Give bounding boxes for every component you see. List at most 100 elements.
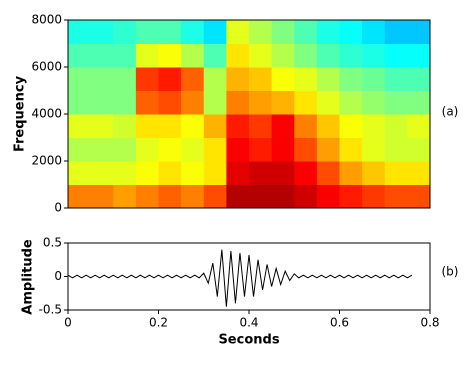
x-tick-label: 0.2 — [149, 316, 168, 330]
heatmap-cell — [203, 67, 227, 91]
heatmap-cell — [249, 20, 273, 44]
y-tick-label: 8000 — [31, 13, 62, 27]
heatmap-cell — [181, 161, 205, 185]
heatmap-cell — [294, 67, 318, 91]
heatmap-cell — [203, 43, 227, 68]
heatmap-cell — [316, 161, 340, 185]
heatmap-cell — [362, 137, 386, 162]
heatmap-cell — [226, 67, 250, 91]
heatmap-cell — [249, 43, 273, 68]
heatmap-cell — [339, 43, 363, 68]
heatmap-cell — [384, 67, 408, 91]
heatmap-cell — [362, 114, 386, 138]
heatmap-cell — [407, 43, 431, 68]
heatmap-cell — [294, 114, 318, 138]
heatmap-cell — [316, 20, 340, 44]
heatmap-cell — [249, 161, 273, 185]
heatmap-cell — [249, 90, 273, 115]
heatmap-cell — [68, 161, 92, 185]
heatmap-cell — [294, 90, 318, 115]
heatmap-cell — [158, 67, 182, 91]
heatmap-cell — [339, 90, 363, 115]
heatmap-cell — [90, 114, 114, 138]
heatmap-cell — [384, 137, 408, 162]
heatmap-cell — [249, 184, 273, 209]
annotation: (a) — [442, 105, 459, 119]
x-axis-label: Seconds — [218, 333, 279, 348]
heatmap-cell — [384, 20, 408, 44]
heatmap-cell — [271, 43, 295, 68]
heatmap-cell — [226, 114, 250, 138]
heatmap-cell — [294, 137, 318, 162]
heatmap-cell — [316, 90, 340, 115]
heatmap-cell — [158, 114, 182, 138]
y-axis-label: Amplitude — [21, 239, 36, 315]
heatmap-cell — [316, 43, 340, 68]
heatmap-cell — [135, 161, 159, 185]
heatmap-cell — [339, 114, 363, 138]
heatmap-cell — [158, 43, 182, 68]
heatmap-cell — [384, 43, 408, 68]
heatmap-cell — [68, 43, 92, 68]
heatmap-cell — [362, 90, 386, 115]
waveform — [67, 249, 413, 307]
heatmap-cell — [271, 67, 295, 91]
heatmap-cell — [271, 161, 295, 185]
heatmap-cell — [384, 184, 408, 209]
heatmap-cell — [68, 90, 92, 115]
heatmap-cell — [181, 137, 205, 162]
heatmap-cell — [158, 90, 182, 115]
heatmap-cell — [113, 20, 137, 44]
heatmap-cell — [90, 137, 114, 162]
heatmap-cell — [90, 43, 114, 68]
heatmap-cell — [339, 137, 363, 162]
heatmap-cell — [203, 161, 227, 185]
heatmap-cell — [407, 20, 431, 44]
heatmap-cell — [113, 114, 137, 138]
heatmap-cell — [181, 114, 205, 138]
x-tick-label: 0.6 — [330, 316, 349, 330]
heatmap-cell — [294, 43, 318, 68]
heatmap-cell — [113, 161, 137, 185]
heatmap-cell — [249, 114, 273, 138]
heatmap-cell — [249, 67, 273, 91]
heatmap-cell — [113, 137, 137, 162]
plot-frame — [67, 242, 431, 311]
heatmap-cell — [203, 114, 227, 138]
heatmap-cell — [407, 184, 431, 209]
heatmap-cell — [294, 20, 318, 44]
heatmap-cell — [316, 67, 340, 91]
heatmap-cell — [271, 184, 295, 209]
heatmap-cell — [316, 184, 340, 209]
heatmap-cell — [226, 90, 250, 115]
heatmap-cell — [181, 67, 205, 91]
heatmap-cell — [271, 114, 295, 138]
heatmap-cell — [158, 20, 182, 44]
heatmap-cell — [181, 43, 205, 68]
heatmap-cell — [339, 161, 363, 185]
heatmap-cell — [135, 43, 159, 68]
heatmap-cell — [181, 90, 205, 115]
x-tick-label: 0.8 — [420, 316, 439, 330]
heatmap-cell — [158, 161, 182, 185]
x-tick-label: 0 — [64, 316, 72, 330]
heatmap-cell — [407, 114, 431, 138]
heatmap-cell — [294, 184, 318, 209]
heatmap-cell — [316, 137, 340, 162]
heatmap-cell — [135, 20, 159, 44]
heatmap-cell — [271, 90, 295, 115]
heatmap-cell — [203, 137, 227, 162]
heatmap-cell — [135, 90, 159, 115]
heatmap-cell — [203, 90, 227, 115]
heatmap-cell — [339, 67, 363, 91]
heatmap-cell — [90, 67, 114, 91]
annotation: (b) — [442, 265, 459, 279]
heatmap-cell — [362, 161, 386, 185]
heatmap-cell — [271, 137, 295, 162]
heatmap-cell — [203, 184, 227, 209]
heatmap-cell — [226, 184, 250, 209]
heatmap-cell — [316, 114, 340, 138]
heatmap-cell — [203, 20, 227, 44]
y-tick-label: 0 — [54, 269, 62, 283]
